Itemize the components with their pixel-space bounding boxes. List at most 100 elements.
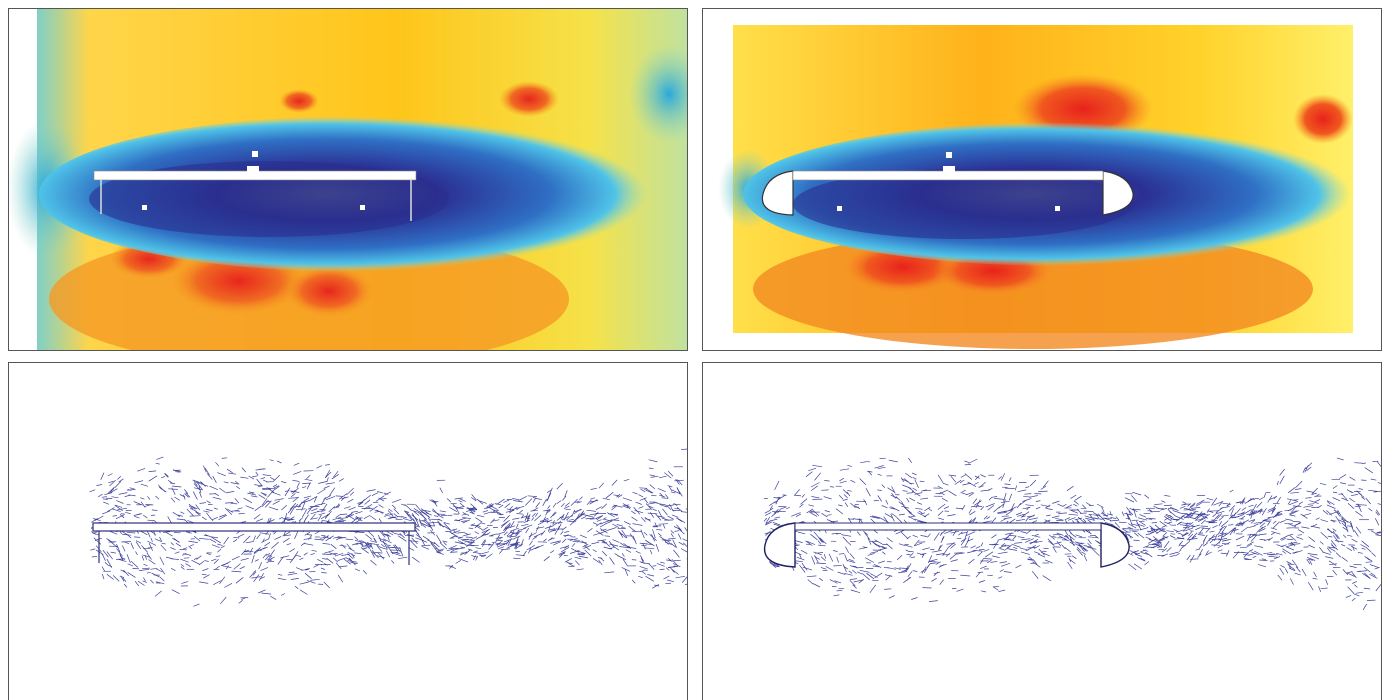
vector-stroke [799, 503, 804, 508]
vector-stroke [1319, 546, 1324, 553]
vector-stroke [371, 549, 376, 555]
vector-stroke [442, 540, 448, 543]
vector-stroke [678, 541, 684, 546]
vector-stroke [251, 576, 261, 579]
vector-stroke [308, 535, 312, 540]
vector-stroke [239, 566, 245, 570]
vector-stroke [212, 496, 222, 500]
vector-stroke [1328, 563, 1338, 566]
vector-stroke [503, 514, 510, 523]
vector-stroke [1258, 497, 1264, 501]
vector-stroke [1362, 603, 1368, 611]
vector-stroke [471, 497, 477, 502]
vector-stroke [515, 542, 519, 550]
vector-stroke [863, 499, 868, 506]
vector-stroke [189, 544, 195, 547]
vector-stroke [256, 533, 261, 540]
vector-stroke [431, 499, 437, 504]
vector-stroke [1377, 461, 1381, 467]
vector-stroke [852, 584, 857, 589]
vector-stroke [491, 541, 501, 545]
vector-stroke [120, 569, 127, 574]
vector-stroke [959, 479, 965, 484]
vector-stroke [842, 564, 847, 573]
vector-stroke [383, 534, 391, 537]
vector-stroke [262, 479, 268, 483]
vector-stroke [667, 515, 675, 520]
vector-stroke [1174, 537, 1184, 540]
vector-stroke [625, 549, 632, 553]
vector-stroke [883, 516, 888, 523]
vector-stroke [370, 559, 377, 566]
vector-stroke [1217, 510, 1225, 514]
vector-stroke [320, 567, 325, 570]
vector-stroke [765, 521, 773, 526]
vector-stroke [1048, 534, 1055, 540]
vector-stroke [1254, 550, 1263, 556]
vector-stroke [928, 561, 939, 563]
vector-stroke [1177, 521, 1183, 525]
vector-stroke [429, 541, 438, 549]
vector-stroke [322, 543, 331, 545]
vector-stroke [338, 565, 348, 568]
vector-stroke [550, 550, 555, 554]
vector-stroke [670, 491, 676, 494]
vector-stroke [1043, 480, 1049, 488]
vector-stroke [1137, 557, 1146, 562]
vector-stroke [110, 551, 116, 554]
vector-stroke [938, 564, 945, 568]
vector-stroke [355, 511, 363, 515]
vector-stroke [801, 494, 805, 498]
vector-stroke [1035, 500, 1041, 502]
vector-stroke [1162, 535, 1168, 539]
vector-stroke [273, 531, 277, 535]
vector-stroke [1205, 551, 1212, 556]
vector-stroke [1076, 508, 1082, 514]
vector-stroke [515, 531, 521, 537]
vector-stroke [383, 533, 390, 536]
vector-stroke [1270, 527, 1277, 530]
vector-stroke [1362, 573, 1370, 579]
vector-stroke [836, 533, 842, 535]
vector-stroke [1198, 548, 1204, 556]
fairing-left [763, 522, 796, 568]
vector-stroke [1374, 566, 1380, 570]
vector-stroke [415, 504, 420, 510]
vector-stroke [1179, 540, 1183, 545]
vector-stroke [421, 544, 431, 547]
vector-stroke [603, 540, 611, 547]
vector-stroke [1284, 509, 1292, 512]
vector-stroke [460, 541, 467, 545]
vector-stroke [1328, 547, 1336, 552]
vector-stroke [481, 528, 490, 534]
vector-stroke [808, 504, 815, 507]
vector-stroke [823, 496, 832, 500]
vector-stroke [1191, 532, 1198, 539]
vector-stroke [304, 543, 314, 546]
vector-stroke [411, 556, 420, 563]
vector-stroke [560, 513, 565, 520]
vector-stroke [219, 576, 226, 585]
vector-stroke [621, 533, 627, 539]
vector-stroke [1340, 482, 1347, 485]
vector-stroke [164, 473, 169, 477]
vector-stroke [314, 538, 324, 541]
vector-stroke [144, 555, 148, 560]
vector-stroke [1320, 587, 1328, 590]
vector-stroke [596, 519, 602, 522]
vector-stroke [374, 552, 383, 554]
vector-stroke [584, 549, 592, 557]
vector-stroke [1297, 534, 1303, 536]
stiffener [360, 205, 365, 210]
vector-stroke [468, 509, 474, 514]
vector-stroke [645, 503, 653, 510]
vector-stroke [918, 510, 923, 514]
vector-stroke [624, 545, 631, 548]
vector-stroke [406, 511, 413, 521]
vector-stroke [665, 494, 669, 499]
vector-stroke [975, 545, 981, 549]
vector-stroke [122, 534, 132, 536]
vector-stroke [458, 517, 467, 521]
vector-stroke [1007, 548, 1018, 551]
vector-stroke [1279, 468, 1285, 476]
